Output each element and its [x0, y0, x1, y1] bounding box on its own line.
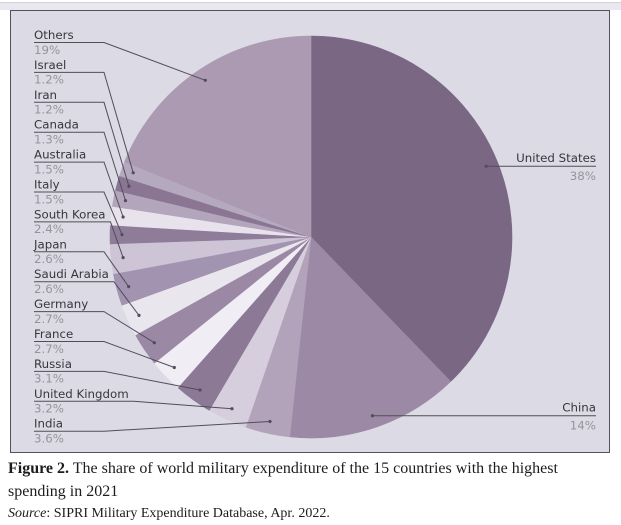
pie-slice-united-states — [310, 35, 513, 382]
figure-caption-text: The share of world military expenditure … — [8, 460, 558, 500]
slice-pct-others: 19% — [34, 43, 60, 57]
figure-number: Figure 2. — [8, 460, 70, 477]
slice-label-italy: Italy — [34, 178, 60, 192]
leader-line-saudi-arabia — [34, 281, 140, 316]
slice-label-south-korea: South Korea — [34, 207, 105, 221]
source-line: Source: SIPRI Military Expenditure Datab… — [8, 505, 608, 523]
slice-pct-israel: 1.2% — [34, 73, 64, 87]
slice-pct-germany: 2.7% — [34, 312, 64, 326]
slice-label-israel: Israel — [34, 58, 66, 72]
slice-label-australia: Australia — [34, 148, 86, 162]
figure-caption: Figure 2. The share of world military ex… — [8, 457, 608, 503]
slice-pct-russia: 3.1% — [34, 372, 64, 386]
leader-line-japan — [34, 251, 130, 287]
leader-dot-saudi-arabia — [137, 313, 141, 317]
leader-dot-united-kingdom — [230, 407, 234, 411]
leader-line-france — [34, 341, 175, 368]
slice-label-canada: Canada — [34, 118, 79, 132]
pie-slice-china — [289, 236, 452, 439]
slice-label-saudi-arabia: Saudi Arabia — [34, 267, 109, 281]
leader-dot-canada — [123, 199, 128, 203]
leader-dot-others — [203, 78, 207, 82]
leader-dot-india — [268, 419, 272, 424]
leader-line-russia — [34, 370, 201, 391]
leader-dot-united-states — [484, 164, 488, 168]
leader-dot-germany — [152, 341, 156, 345]
slice-pct-canada: 1.3% — [34, 133, 64, 147]
slice-label-germany: Germany — [34, 297, 88, 311]
leader-dot-china — [370, 414, 374, 418]
slice-label-japan: Japan — [33, 237, 67, 251]
slice-label-united-states: United States — [516, 151, 596, 165]
leader-dot-russia — [198, 388, 202, 392]
leader-line-iran — [34, 101, 130, 187]
slice-pct-south-korea: 2.4% — [34, 222, 64, 236]
pie-slice-others — [124, 35, 312, 238]
leader-line-india — [34, 421, 271, 432]
source-text: : SIPRI Military Expenditure Database, A… — [46, 506, 330, 521]
pie-chart-svg: Others19%Israel1.2%Iran1.2%Canada1.3%Aus… — [33, 28, 596, 446]
leader-dot-italy — [120, 233, 124, 237]
leader-dot-israel — [131, 171, 135, 175]
slice-label-others: Others — [34, 28, 74, 42]
leader-dot-japan — [127, 285, 131, 289]
slice-pct-australia: 1.5% — [34, 162, 64, 176]
slice-pct-france: 2.7% — [34, 342, 64, 356]
slice-pct-united-states: 38% — [570, 169, 596, 183]
chart-panel: Others 19% Israel 1.2% Iran 1.2% Canada 1.3% Aus… — [10, 10, 610, 453]
leader-line-south-korea — [34, 221, 124, 258]
leader-line-united-kingdom — [34, 400, 233, 410]
leader-line-australia — [34, 161, 124, 218]
slice-label-france: France — [34, 327, 73, 341]
slice-label-china: China — [562, 401, 596, 415]
slice-pct-japan: 2.6% — [34, 252, 64, 266]
slice-pct-italy: 1.5% — [34, 192, 64, 206]
slice-label-russia: Russia — [34, 357, 72, 371]
slice-label-india: India — [34, 417, 63, 431]
leader-line-others — [34, 42, 206, 81]
slice-pct-china: 14% — [570, 419, 596, 433]
leader-dot-iran — [127, 184, 131, 188]
leader-line-canada — [34, 131, 126, 201]
slice-pct-india: 3.6% — [34, 432, 64, 446]
leader-dot-south-korea — [121, 256, 125, 260]
source-label: Source — [8, 506, 47, 521]
leader-line-israel — [34, 71, 134, 173]
leader-dot-australia — [121, 215, 125, 219]
slice-label-iran: Iran — [34, 88, 57, 102]
slice-pct-iran: 1.2% — [34, 103, 64, 117]
slice-pct-saudi-arabia: 2.6% — [34, 282, 64, 296]
top-divider-strip — [0, 2, 621, 10]
slice-pct-united-kingdom: 3.2% — [34, 402, 64, 416]
leader-dot-france — [172, 365, 176, 370]
leader-line-italy — [34, 191, 123, 235]
leader-line-germany — [34, 311, 155, 344]
slice-label-united-kingdom: United Kingdom — [34, 387, 129, 401]
